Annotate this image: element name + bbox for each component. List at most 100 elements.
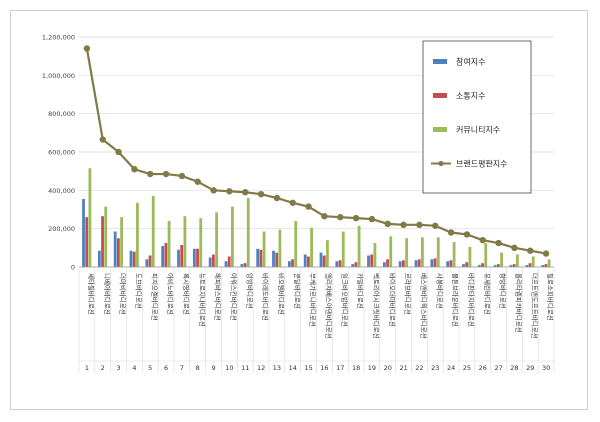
legend-box	[422, 40, 532, 194]
category-index-label: 13	[273, 364, 281, 372]
brand-reputation-point	[416, 221, 423, 229]
category-label: 피지오겔바디로션	[150, 273, 159, 321]
brand-reputation-point	[542, 250, 550, 257]
bar-participation	[446, 261, 450, 267]
bar-communication	[449, 260, 453, 267]
category-index-label: 2	[101, 364, 105, 372]
brand-reputation-point	[495, 239, 502, 247]
bar-participation	[367, 255, 370, 267]
category-label: 니베아바디로션	[103, 273, 112, 315]
bar-community	[468, 246, 472, 267]
brand-reputation-point	[162, 170, 170, 178]
category-label: 향방바디로션	[499, 273, 508, 309]
category-label: 쿤달바디로션	[293, 273, 302, 309]
bar-communication	[101, 216, 104, 267]
category-label: 사봉바디로션	[435, 273, 444, 309]
bar-communication	[322, 255, 326, 267]
legend-label: 소통지수	[456, 92, 485, 101]
bar-community	[104, 206, 108, 267]
brand-reputation-point	[400, 221, 407, 229]
category-label: 세타필바디로션	[87, 273, 96, 315]
legend-label: 참여지수	[456, 57, 485, 67]
bar-participation	[287, 261, 291, 267]
bar-communication	[306, 256, 310, 267]
bar-community	[531, 256, 535, 267]
bar-participation	[192, 248, 196, 267]
brand-reputation-point	[289, 199, 296, 206]
bar-participation	[161, 245, 165, 267]
category-index-label: 14	[289, 364, 297, 372]
bar-communication	[433, 258, 437, 267]
bar-communication	[291, 259, 294, 267]
brand-reputation-point	[226, 188, 233, 195]
brand-reputation-point	[432, 222, 439, 229]
brand-reputation-point	[273, 194, 281, 202]
brand-reputation-point	[99, 136, 106, 143]
bar-communication	[401, 260, 405, 267]
brand-reputation-point	[511, 244, 518, 252]
bar-community	[310, 227, 313, 267]
bar-community	[231, 206, 234, 267]
bar-participation	[462, 264, 465, 267]
bar-participation	[477, 265, 481, 267]
bar-participation	[351, 264, 355, 267]
category-label: 더마비바디로션	[119, 273, 128, 315]
brand-reputation-point	[321, 213, 328, 220]
category-index-label: 30	[542, 364, 550, 372]
bar-communication	[417, 259, 421, 267]
bar-participation	[113, 231, 117, 267]
category-index-label: 6	[164, 364, 168, 372]
bar-communication	[227, 256, 231, 267]
brand-reputation-point	[447, 229, 455, 236]
category-label: 록시땅바디로션	[182, 273, 191, 315]
brand-reputation-point	[352, 214, 360, 222]
category-label: 롤리타렘피카바디로션	[514, 273, 523, 333]
category-index-label: 9	[212, 364, 216, 372]
category-label: 바이오더마바디로션	[388, 273, 397, 327]
y-tick-label: 0	[71, 264, 75, 272]
category-index-label: 15	[304, 364, 312, 372]
category-index-label: 7	[180, 364, 184, 372]
category-index-label: 20	[384, 364, 392, 372]
brand-reputation-chart: 0 200,000 400,000 600,000 800,000 1,000,000 1,…	[42, 34, 555, 373]
bar-community	[151, 196, 155, 267]
chart-frame: 0 200,000 400,000 600,000 800,000 1,000,000 1,…	[10, 10, 588, 410]
category-label: 벡토리아시크릿바디로션	[372, 273, 381, 339]
legend-label: 브랜드평판지수	[456, 159, 508, 169]
category-index-label: 5	[148, 364, 152, 372]
bar-communication	[116, 238, 120, 267]
bar-community	[516, 254, 519, 267]
category-label: 일크바오밥바디로션	[340, 273, 349, 327]
bar-communication	[512, 264, 516, 267]
category-label: 해피바스바디로션	[214, 273, 223, 321]
bar-community	[405, 238, 408, 267]
bar-participation	[414, 260, 418, 267]
bar-community	[500, 252, 503, 267]
brand-reputation-point	[463, 231, 471, 238]
bar-communication	[259, 249, 263, 267]
category-index-label: 3	[117, 364, 121, 372]
bar-participation	[430, 259, 434, 267]
bar-community	[120, 217, 123, 267]
category-label: 더프트앤도프트바디로션	[530, 273, 539, 339]
bar-community	[199, 218, 203, 267]
category-index-label: 8	[196, 364, 200, 372]
bar-community	[183, 216, 187, 267]
bar-communication	[196, 248, 199, 267]
category-label: 베스앤바디웍스바디로션	[419, 273, 428, 339]
bar-community	[341, 231, 345, 267]
bar-community	[547, 259, 551, 267]
category-index-label: 17	[336, 364, 344, 372]
category-index-label: 28	[510, 364, 518, 372]
category-label: 도브바디로션	[134, 273, 143, 309]
category-label: 바디판타지바디로션	[467, 273, 476, 327]
legend-swatch	[433, 127, 447, 132]
category-label: 엘리자베스아덴바디로션	[324, 273, 333, 339]
bar-participation	[82, 198, 85, 267]
brand-reputation-point	[384, 220, 391, 228]
brand-reputation-point	[131, 166, 138, 173]
bar-participation	[335, 261, 339, 267]
bar-communication	[528, 263, 532, 267]
category-index-label: 16	[320, 364, 328, 372]
brand-reputation-point	[368, 215, 376, 223]
